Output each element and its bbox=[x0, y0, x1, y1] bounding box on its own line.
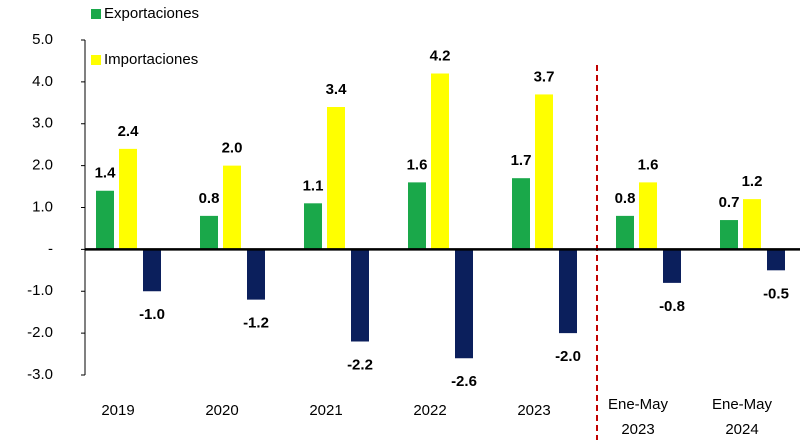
legend-label: Importaciones bbox=[104, 51, 198, 68]
x-tick-label: Ene-May 2024 bbox=[712, 396, 773, 438]
value-label: 1.6 bbox=[638, 156, 659, 173]
bar bbox=[663, 249, 681, 283]
value-label: 0.7 bbox=[719, 194, 740, 211]
bar bbox=[431, 73, 449, 250]
value-label: -1.0 bbox=[139, 306, 165, 323]
y-tick-label: 3.0 bbox=[32, 115, 53, 132]
bar bbox=[767, 249, 785, 271]
y-tick-label: - bbox=[48, 240, 53, 257]
value-label: 2.0 bbox=[222, 140, 243, 157]
y-tick-label: -1.0 bbox=[27, 282, 53, 299]
value-label: 1.7 bbox=[511, 152, 532, 169]
value-label: 1.2 bbox=[742, 173, 763, 190]
y-tick-label: 5.0 bbox=[32, 31, 53, 48]
value-label: -2.2 bbox=[347, 356, 373, 373]
value-label: 3.7 bbox=[534, 68, 555, 85]
bar bbox=[455, 249, 473, 359]
bar bbox=[143, 249, 161, 292]
value-label: 0.8 bbox=[615, 190, 636, 207]
value-label: 1.1 bbox=[303, 177, 324, 194]
legend-swatch bbox=[91, 9, 101, 19]
legend-swatch bbox=[91, 55, 101, 65]
y-tick-label: -3.0 bbox=[27, 366, 53, 383]
bar bbox=[408, 182, 426, 250]
x-tick-label: Ene-May 2023 bbox=[608, 396, 669, 438]
bar bbox=[616, 215, 634, 250]
y-tick-label: 2.0 bbox=[32, 157, 53, 174]
x-tick-label: 2022 bbox=[413, 402, 446, 419]
value-label: 1.6 bbox=[407, 156, 428, 173]
bar bbox=[743, 199, 761, 250]
bar bbox=[200, 215, 218, 250]
bar bbox=[223, 165, 241, 250]
bar bbox=[512, 178, 530, 250]
value-label: -1.2 bbox=[243, 315, 269, 332]
x-tick-label: 2023 bbox=[517, 402, 550, 419]
value-label: 2.4 bbox=[118, 123, 140, 140]
value-label: -2.6 bbox=[451, 373, 477, 390]
bar bbox=[304, 203, 322, 250]
y-tick-label: 4.0 bbox=[32, 73, 53, 90]
bar bbox=[535, 94, 553, 250]
bar bbox=[559, 249, 577, 334]
value-label: -0.8 bbox=[659, 298, 685, 315]
value-label: 0.8 bbox=[199, 190, 220, 207]
bar bbox=[639, 182, 657, 250]
x-tick-label: 2019 bbox=[101, 402, 134, 419]
value-label: 4.2 bbox=[430, 47, 451, 64]
value-label: -2.0 bbox=[555, 348, 581, 365]
y-tick-label: -2.0 bbox=[27, 324, 53, 341]
bar bbox=[720, 220, 738, 250]
y-tick-label: 1.0 bbox=[32, 198, 53, 215]
bar bbox=[327, 107, 345, 250]
legend-label: Exportaciones bbox=[104, 5, 199, 22]
bar bbox=[119, 148, 137, 250]
x-tick-label: 2020 bbox=[205, 402, 238, 419]
value-label: 3.4 bbox=[326, 81, 348, 98]
value-label: -0.5 bbox=[763, 285, 789, 302]
bar bbox=[247, 249, 265, 300]
x-tick-label: 2021 bbox=[309, 402, 342, 419]
bar bbox=[96, 190, 114, 250]
bar bbox=[351, 249, 369, 342]
value-label: 1.4 bbox=[95, 165, 117, 182]
